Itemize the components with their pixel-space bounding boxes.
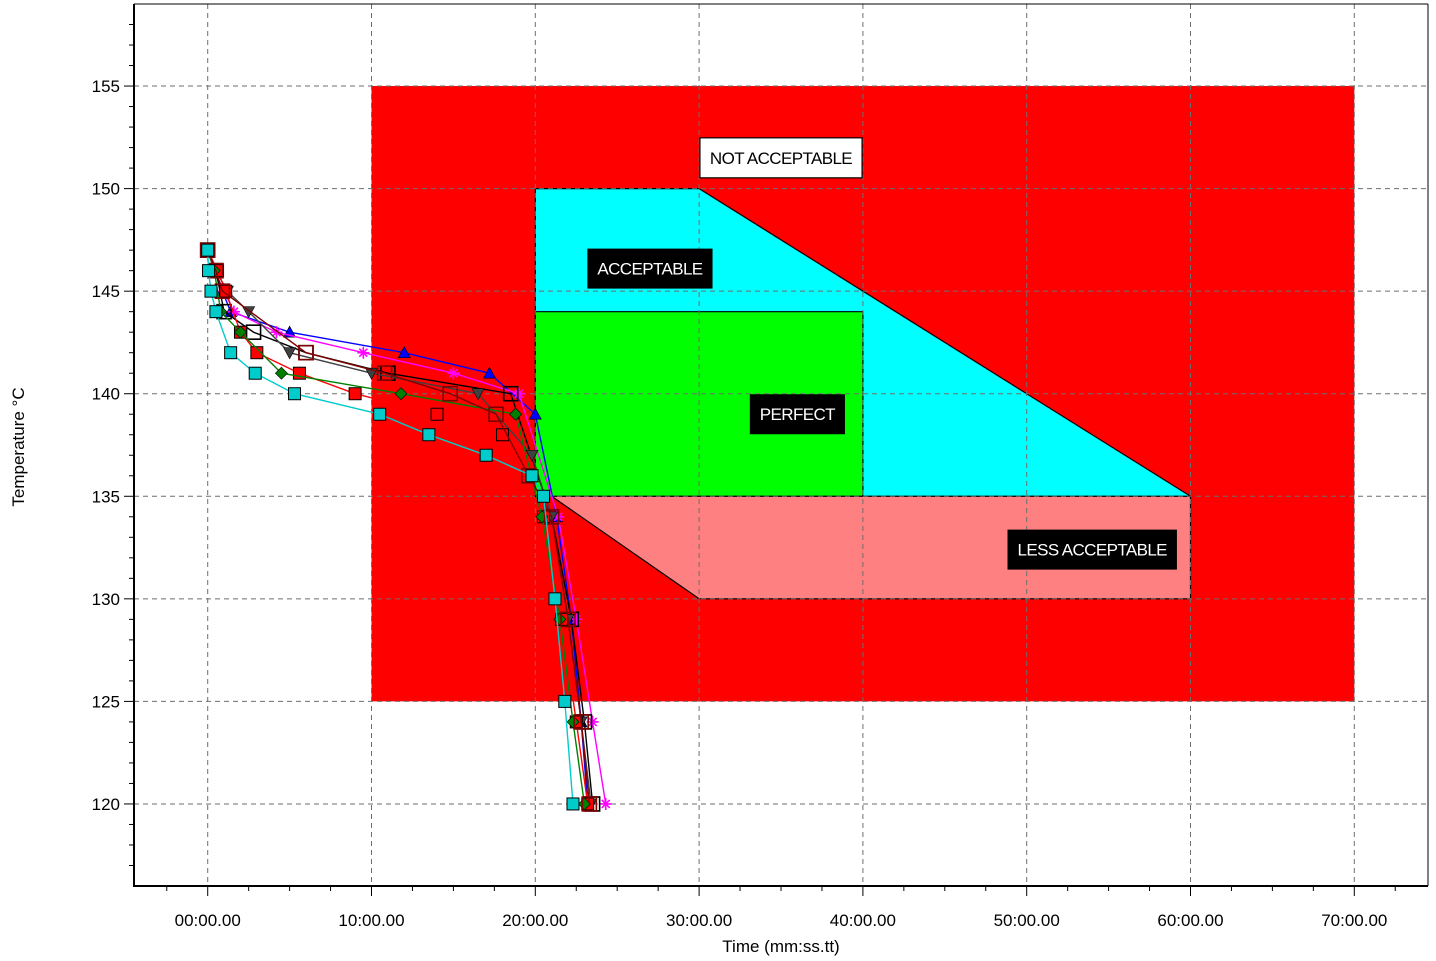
data-point [525,449,539,462]
zone-label-box [1007,529,1177,570]
x-tick-label: 60:00.00 [1157,911,1223,930]
y-tick-label: 150 [92,180,120,199]
zone-label: ACCEPTABLE [587,248,713,289]
data-point [376,365,393,382]
data-point [488,406,504,423]
x-tick-label: 50:00.00 [994,911,1060,930]
y-tick-label: 120 [92,795,120,814]
data-point [204,284,218,298]
data-point [270,326,283,339]
data-point [250,346,264,360]
zone-label: PERFECT [749,394,845,435]
zone-label-box [699,137,863,179]
data-point [447,367,460,380]
data-point [528,407,542,420]
data-point [227,305,240,318]
data-point [586,715,599,728]
data-point [430,407,444,421]
data-point [581,796,598,812]
zone-label-text: ACCEPTABLE [597,260,702,279]
data-point [357,346,370,359]
data-point [373,407,387,421]
zone-label-text: NOT ACCEPTABLE [710,149,852,168]
data-point [209,305,223,319]
x-tick-label: 20:00.00 [502,911,568,930]
series-line [207,249,591,805]
zone-labels: NOT ACCEPTABLE ACCEPTABLE PERFECT LESS ACCE… [587,137,1177,570]
data-point [512,387,525,400]
data-point [422,428,436,442]
data-point [288,387,302,401]
axes: 120 125 130 135 140 145 150 155 00:00.00 10:00.00… [92,3,1429,930]
data-point [348,387,362,401]
x-tick-label: 40:00.00 [830,911,896,930]
y-axis-title: Temperature °C [9,387,28,506]
series-8 [201,243,580,811]
data-point [283,347,297,360]
data-series [199,242,612,812]
zone-label: NOT ACCEPTABLE [699,137,863,179]
data-point [224,346,238,360]
data-point [566,715,580,729]
data-point [502,385,519,402]
data-point [543,508,560,525]
data-point [397,346,411,358]
data-point [201,243,215,257]
x-tick-label: 30:00.00 [666,911,732,930]
zone-label-box [587,248,713,289]
data-point [248,366,262,380]
data-point [558,694,572,708]
data-point [548,592,562,606]
data-point [570,613,583,626]
zone-label-text: PERFECT [760,405,835,424]
data-point [202,264,216,278]
data-point [573,714,589,730]
data-point [298,344,314,361]
data-point [509,407,523,421]
data-point [471,388,485,401]
data-point [394,387,408,401]
y-tick-label: 135 [92,487,120,506]
data-point [566,797,580,811]
data-point [482,366,496,379]
x-axis-title: Time (mm:ss.tt) [722,937,839,956]
x-tick-label: 00:00.00 [175,911,241,930]
zone-label-text: LESS ACCEPTABLE [1018,541,1168,560]
data-point [578,797,591,811]
data-point [560,611,576,628]
y-tick-label: 125 [92,692,120,711]
x-tick-label: 70:00.00 [1321,911,1387,930]
data-point [442,385,458,402]
data-point [274,366,288,380]
zone-label: LESS ACCEPTABLE [1007,529,1177,570]
data-point [525,469,539,483]
zone-label-box [749,394,845,435]
y-tick-label: 145 [92,282,120,301]
y-tick-label: 155 [92,77,120,96]
y-tick-label: 130 [92,590,120,609]
data-point [599,797,612,810]
data-point [479,448,493,462]
data-point [234,325,247,339]
y-tick-label: 140 [92,385,120,404]
data-point [536,489,550,503]
x-tick-label: 10:00.00 [338,911,404,930]
